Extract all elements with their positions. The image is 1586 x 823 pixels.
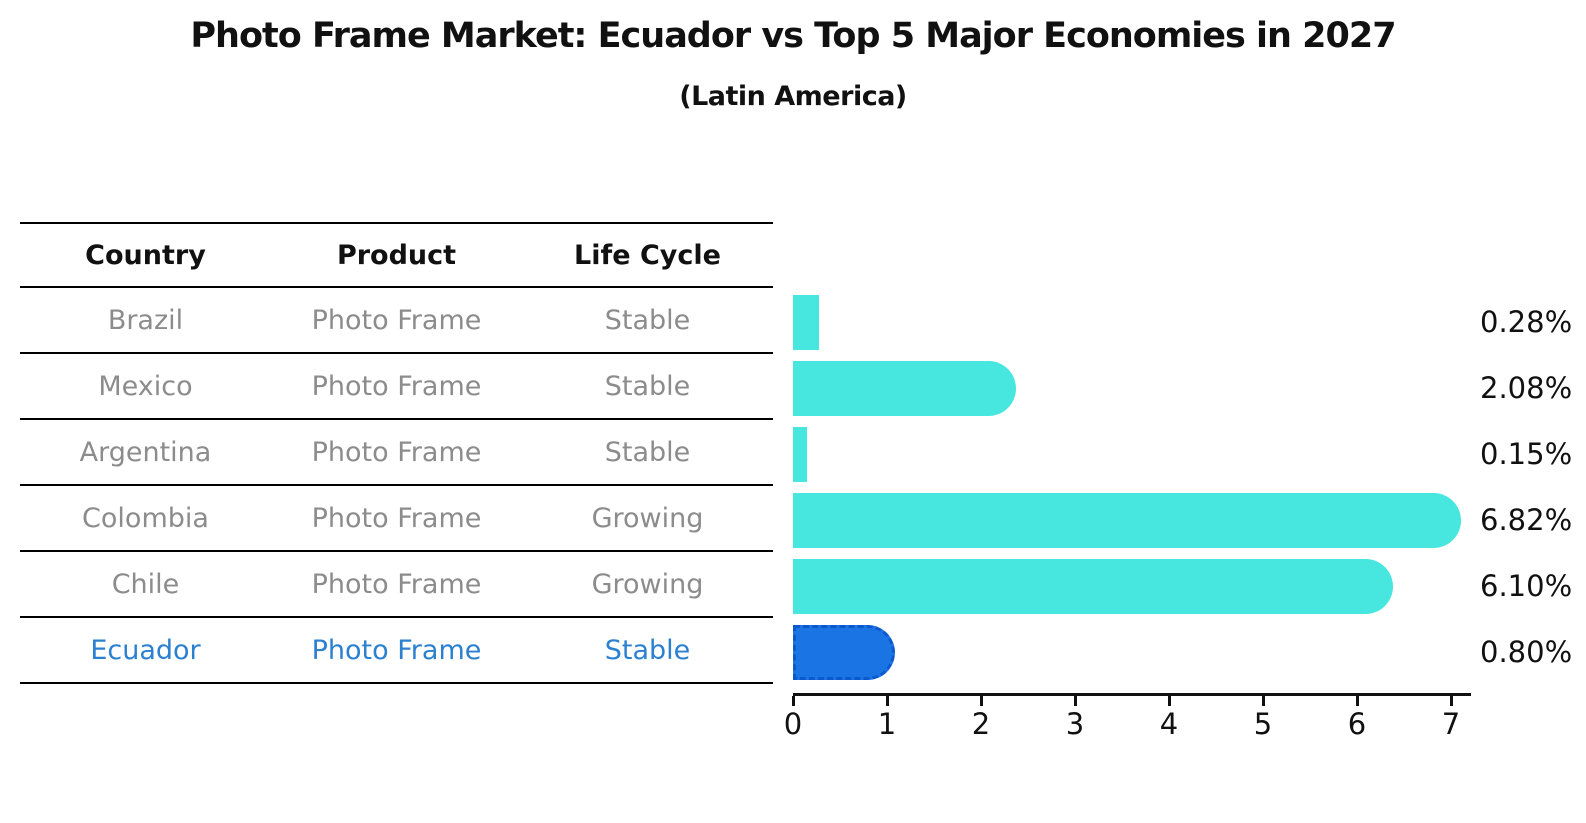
x-axis-line (793, 693, 1471, 696)
cell-country: Brazil (107, 304, 184, 336)
bar-brazil (793, 295, 820, 350)
value-label-colombia: 6.82% (1480, 503, 1573, 537)
x-axis-tick-label: 1 (877, 707, 897, 741)
value-label-mexico: 2.08% (1480, 371, 1573, 405)
cell-product: Photo Frame (311, 304, 482, 336)
cell-life-cycle: Growing (591, 568, 704, 600)
cell-country: Ecuador (90, 634, 201, 666)
x-axis-tick-label: 0 (783, 707, 803, 741)
cell-life-cycle: Stable (604, 436, 691, 468)
bar-argentina (793, 427, 808, 482)
cell-life-cycle: Stable (604, 634, 691, 666)
cell-product: Photo Frame (311, 370, 482, 402)
cell-product: Photo Frame (311, 568, 482, 600)
value-label-brazil: 0.28% (1480, 305, 1573, 339)
cell-product: Photo Frame (311, 502, 482, 534)
cell-country: Chile (111, 568, 180, 600)
cell-life-cycle: Stable (604, 304, 691, 336)
cell-life-cycle: Growing (591, 502, 704, 534)
x-axis-tick (980, 696, 983, 706)
cell-country: Colombia (82, 502, 209, 534)
cell-product: Photo Frame (311, 634, 482, 666)
x-axis-tick-label: 5 (1253, 707, 1273, 741)
data-table: Country Product Life Cycle Brazil Photo F… (20, 222, 773, 684)
table-row-mexico: Mexico Photo Frame Stable (20, 354, 773, 420)
value-label-ecuador: 0.80% (1480, 635, 1573, 669)
x-axis-tick-label: 3 (1065, 707, 1085, 741)
page-subtitle: (Latin America) (679, 81, 907, 112)
table-row-colombia: Colombia Photo Frame Growing (20, 486, 773, 552)
column-header-life-cycle: Life Cycle (574, 239, 721, 271)
column-header-product: Product (336, 239, 457, 271)
x-axis-tick-label: 2 (971, 707, 991, 741)
x-axis-tick (1262, 696, 1265, 706)
x-axis-tick (1450, 696, 1453, 706)
bar-mexico (793, 361, 1016, 416)
table-row-ecuador: Ecuador Photo Frame Stable (20, 618, 773, 684)
column-header-country: Country (85, 239, 206, 271)
value-label-argentina: 0.15% (1480, 437, 1573, 471)
cell-life-cycle: Stable (604, 370, 691, 402)
cell-product: Photo Frame (311, 436, 482, 468)
table-row-chile: Chile Photo Frame Growing (20, 552, 773, 618)
x-axis-tick-label: 4 (1159, 707, 1179, 741)
cell-country: Mexico (98, 370, 193, 402)
bar-ecuador (793, 625, 896, 680)
x-axis-tick (1074, 696, 1077, 706)
table-header-row: Country Product Life Cycle (20, 222, 773, 288)
x-axis-tick (1356, 696, 1359, 706)
value-label-chile: 6.10% (1480, 569, 1573, 603)
table-body: Brazil Photo Frame Stable Mexico Photo Frame… (20, 288, 773, 684)
x-axis-tick (886, 696, 889, 706)
page-title: Photo Frame Market: Ecuador vs Top 5 Maj… (190, 16, 1396, 56)
x-axis-tick (792, 696, 795, 706)
bar-colombia (793, 493, 1462, 548)
x-axis-tick-label: 6 (1347, 707, 1367, 741)
table-row-argentina: Argentina Photo Frame Stable (20, 420, 773, 486)
cell-country: Argentina (79, 436, 212, 468)
x-axis-tick-label: 7 (1441, 707, 1461, 741)
x-axis-tick (1168, 696, 1171, 706)
bar-chile (793, 559, 1394, 614)
table-row-brazil: Brazil Photo Frame Stable (20, 288, 773, 354)
